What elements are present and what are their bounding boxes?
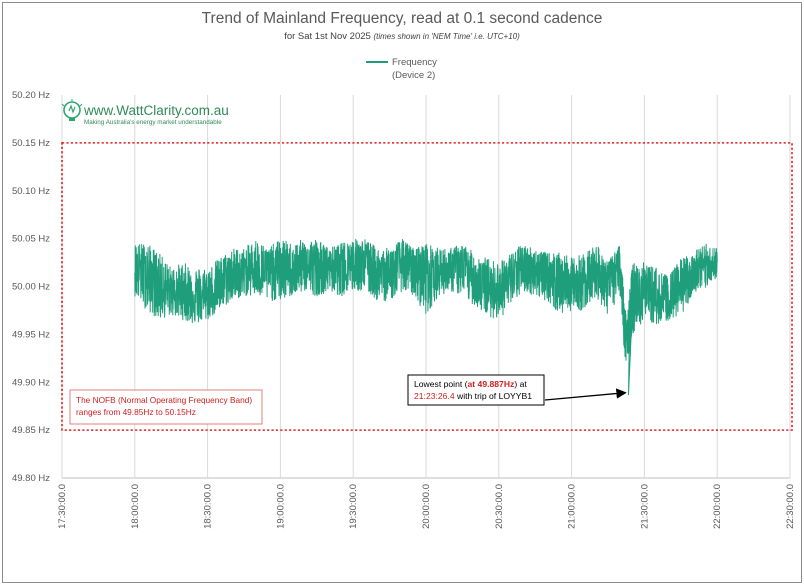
y-tick-labels: 50.20 Hz 50.15 Hz 50.10 Hz 50.05 Hz 50.00 Hz… bbox=[12, 90, 50, 484]
subtitle-main: for Sat 1st Nov 2025 bbox=[284, 31, 371, 42]
x-tick-label: 22:30:00.0 bbox=[785, 484, 796, 529]
lightbulb-icon bbox=[61, 99, 83, 121]
y-tick-label: 50.20 Hz bbox=[12, 90, 50, 101]
x-tick-label: 19:30:00.0 bbox=[348, 484, 359, 529]
lowest-point-box bbox=[407, 374, 545, 406]
legend-label-2: (Device 2) bbox=[392, 70, 435, 81]
x-tick-label: 17:30:00.0 bbox=[57, 484, 68, 529]
lowest-tail: with trip of LOYYB1 bbox=[455, 391, 533, 401]
lowest-prefix: Lowest point ( bbox=[414, 379, 468, 389]
legend-label-1: Frequency bbox=[392, 57, 437, 68]
y-tick-label: 50.05 Hz bbox=[12, 234, 50, 245]
logo-tagline: Making Australia's energy market underst… bbox=[84, 119, 222, 126]
x-tick-label: 21:30:00.0 bbox=[639, 484, 650, 529]
nofb-annotation-box bbox=[69, 389, 263, 425]
chart-subtitle: for Sat 1st Nov 2025 (times shown in 'NE… bbox=[0, 31, 804, 42]
series-frequency-line bbox=[134, 238, 718, 396]
nofb-annotation-line2: ranges from 49.85Hz to 50.15Hz bbox=[76, 407, 196, 417]
y-tick-label: 50.15 Hz bbox=[12, 138, 50, 149]
lowest-point-line2: 21:23:26.4 with trip of LOYYB1 bbox=[414, 391, 532, 401]
x-tick-label: 19:00:00.0 bbox=[275, 484, 286, 529]
y-tick-label: 49.85 Hz bbox=[12, 425, 50, 436]
y-tick-label: 50.10 Hz bbox=[12, 186, 50, 197]
wattclarity-logo: www.WattClarity.com.au Making Australia'… bbox=[61, 99, 229, 126]
chart-title: Trend of Mainland Frequency, read at 0.1… bbox=[201, 10, 603, 27]
lowest-value: at 49.887Hz bbox=[468, 379, 515, 389]
y-tick-label: 49.90 Hz bbox=[12, 377, 50, 388]
nofb-annotation: The NOFB (Normal Operating Frequency Ban… bbox=[69, 389, 263, 425]
x-tick-label: 21:00:00.0 bbox=[567, 484, 578, 529]
x-tick-label: 20:30:00.0 bbox=[494, 484, 505, 529]
subtitle-note: (times shown in 'NEM Time' i.e. UTC+10) bbox=[373, 32, 520, 41]
lowest-point-line1: Lowest point (at 49.887Hz) at bbox=[414, 379, 527, 389]
y-tick-label: 49.80 Hz bbox=[12, 473, 50, 484]
lowest-time: 21:23:26.4 bbox=[414, 391, 455, 401]
logo-name: www.WattClarity.com.au bbox=[83, 103, 229, 118]
nofb-annotation-line1: The NOFB (Normal Operating Frequency Ban… bbox=[76, 395, 252, 405]
lowest-point-arrow bbox=[544, 388, 627, 401]
y-tick-label: 50.00 Hz bbox=[12, 282, 50, 293]
x-tick-label: 18:00:00.0 bbox=[130, 484, 141, 529]
x-tick-label: 22:00:00.0 bbox=[712, 484, 723, 529]
x-tick-label: 20:00:00.0 bbox=[421, 484, 432, 529]
nofb-band-outline bbox=[61, 142, 793, 431]
legend: Frequency (Device 2) bbox=[366, 57, 437, 81]
x-tick-label: 18:30:00.0 bbox=[203, 484, 214, 529]
lowest-suffix: ) at bbox=[514, 379, 527, 389]
lowest-point-annotation: Lowest point (at 49.887Hz) at 21:23:26.4… bbox=[407, 374, 627, 406]
y-tick-label: 49.95 Hz bbox=[12, 329, 50, 340]
x-tick-labels: 17:30:00.0 18:00:00.0 18:30:00.0 19:00:00.0… bbox=[57, 484, 796, 529]
